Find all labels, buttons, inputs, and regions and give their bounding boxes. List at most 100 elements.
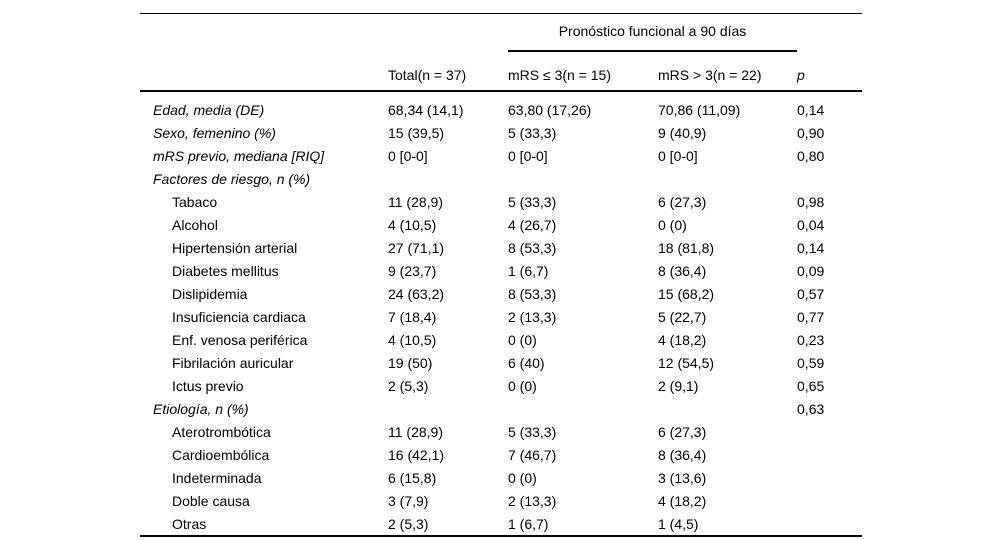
cell-p: 0,57 (797, 285, 825, 302)
cell-mrs-gt3: 15 (68,2) (658, 285, 715, 302)
cell-mrs-gt3: 4 (18,2) (658, 331, 707, 348)
table-row-diabetes: Diabetes mellitus 9 (23,7) 1 (6,7) 8 (36… (140, 259, 862, 282)
cell-total: 11 (28,9) (388, 193, 443, 210)
cell-mrs-gt3: 9 (40,9) (658, 124, 707, 141)
cell-total: 16 (42,1) (388, 446, 445, 463)
spanner-spacer-p (797, 14, 862, 52)
row-label: Diabetes mellitus (172, 262, 279, 279)
column-header-mrs-le3: mRS ≤ 3(n = 15) (508, 67, 611, 83)
cell-total: 3 (7,9) (388, 492, 429, 509)
cell-mrs-gt3: 4 (18,2) (658, 492, 707, 509)
cell-mrs-le3 (508, 167, 658, 190)
column-header-p: p (797, 67, 805, 83)
table-row-factores-riesgo: Factores de riesgo, n (%) (140, 167, 862, 190)
table-row-tabaco: Tabaco 11 (28,9) 5 (33,3) 6 (27,3) 0,98 (140, 190, 862, 213)
table-header: Pronóstico funcional a 90 días Total(n =… (140, 13, 863, 91)
cell-mrs-le3: 2 (13,3) (508, 492, 557, 509)
table-row-enf-venosa: Enf. venosa periférica 4 (10,5) 0 (0) 4 … (140, 328, 862, 351)
spanner-heading: Pronóstico funcional a 90 días (508, 13, 798, 52)
cell-total (388, 167, 508, 190)
cell-p (797, 420, 862, 443)
cell-p (797, 512, 862, 536)
row-label: Dislipidemia (172, 285, 248, 302)
cell-mrs-gt3: 70,86 (11,09) (658, 101, 741, 118)
cell-p: 0,77 (797, 308, 825, 325)
cell-total: 27 (71,1) (388, 239, 445, 256)
cell-p: 0,04 (797, 216, 825, 233)
row-label: Doble causa (172, 492, 250, 509)
prognosis-table: Pronóstico funcional a 90 días Total(n =… (140, 13, 863, 537)
cell-mrs-gt3: 6 (27,3) (658, 423, 707, 440)
cell-total: 24 (63,2) (388, 285, 445, 302)
table-row-sexo: Sexo, femenino (%) 15 (39,5) 5 (33,3) 9 … (140, 121, 862, 144)
cell-mrs-le3: 7 (46,7) (508, 446, 557, 463)
cell-p: 0,14 (797, 239, 825, 256)
table-row-insuficiencia: Insuficiencia cardiaca 7 (18,4) 2 (13,3)… (140, 305, 862, 328)
row-label: Enf. venosa periférica (172, 331, 308, 348)
cell-mrs-le3: 0 (0) (508, 469, 537, 486)
cell-mrs-gt3: 12 (54,5) (658, 354, 715, 371)
cell-p: 0,98 (797, 193, 825, 210)
cell-p: 0,63 (797, 400, 825, 417)
cell-p: 0,23 (797, 331, 825, 348)
row-label: Insuficiencia cardiaca (172, 308, 306, 325)
cell-mrs-le3: 0 [0-0] (508, 147, 548, 164)
spanner-spacer-total (388, 14, 508, 52)
table-row-otras: Otras 2 (5,3) 1 (6,7) 1 (4,5) (140, 512, 862, 536)
table-row-hipertension: Hipertensión arterial 27 (71,1) 8 (53,3)… (140, 236, 862, 259)
table-row-fibrilacion: Fibrilación auricular 19 (50) 6 (40) 12 … (140, 351, 862, 374)
table-row-doble-causa: Doble causa 3 (7,9) 2 (13,3) 4 (18,2) (140, 489, 862, 512)
row-label: Sexo, femenino (%) (153, 124, 276, 141)
row-label: Indeterminada (172, 469, 262, 486)
cell-mrs-gt3: 1 (4,5) (658, 515, 699, 532)
cell-total: 15 (39,5) (388, 124, 445, 141)
column-header-row: Total(n = 37) mRS ≤ 3(n = 15) mRS > 3(n … (140, 51, 863, 91)
cell-total: 6 (15,8) (388, 469, 437, 486)
cell-total: 7 (18,4) (388, 308, 437, 325)
cell-mrs-le3: 1 (6,7) (508, 262, 549, 279)
row-label: Otras (172, 515, 207, 532)
row-label: Alcohol (172, 216, 218, 233)
column-header-total: Total(n = 37) (388, 67, 467, 83)
cell-mrs-le3: 8 (53,3) (508, 239, 557, 256)
prognosis-table-container: Pronóstico funcional a 90 días Total(n =… (140, 13, 863, 537)
table-row-edad: Edad, media (DE) 68,34 (14,1) 63,80 (17,… (140, 91, 862, 121)
cell-p: 0,80 (797, 147, 825, 164)
cell-mrs-le3: 1 (6,7) (508, 515, 549, 532)
cell-mrs-le3: 63,80 (17,26) (508, 101, 592, 118)
cell-total: 4 (10,5) (388, 216, 437, 233)
cell-p: 0,90 (797, 124, 825, 141)
table-row-mrs-previo: mRS previo, mediana [RIQ] 0 [0-0] 0 [0-0… (140, 144, 862, 167)
cell-total: 19 (50) (388, 354, 433, 371)
row-label: Aterotrombótica (172, 423, 271, 440)
spanner-row: Pronóstico funcional a 90 días (140, 13, 862, 52)
cell-p (797, 466, 862, 489)
cell-total: 4 (10,5) (388, 331, 437, 348)
row-label: Factores de riesgo, n (%) (153, 170, 311, 187)
cell-mrs-gt3: 2 (9,1) (658, 377, 699, 394)
cell-mrs-gt3: 5 (22,7) (658, 308, 707, 325)
cell-mrs-le3: 8 (53,3) (508, 285, 557, 302)
cell-p (797, 443, 862, 466)
table-row-alcohol: Alcohol 4 (10,5) 4 (26,7) 0 (0) 0,04 (140, 213, 862, 236)
row-label: Edad, media (DE) (153, 101, 265, 118)
cell-mrs-le3 (508, 397, 658, 420)
cell-mrs-le3: 5 (33,3) (508, 193, 557, 210)
cell-mrs-gt3 (658, 167, 797, 190)
cell-p (797, 167, 862, 190)
table-body: Edad, media (DE) 68,34 (14,1) 63,80 (17,… (140, 91, 862, 536)
row-label: mRS previo, mediana [RIQ] (153, 147, 325, 164)
row-label: Tabaco (172, 193, 218, 210)
column-header-label (140, 51, 388, 91)
cell-mrs-gt3: 0 (0) (658, 216, 687, 233)
row-label: Cardioembólica (172, 446, 270, 463)
cell-mrs-gt3: 8 (36,4) (658, 262, 707, 279)
cell-mrs-le3: 4 (26,7) (508, 216, 557, 233)
table-row-indeterminada: Indeterminada 6 (15,8) 0 (0) 3 (13,6) (140, 466, 862, 489)
cell-mrs-gt3: 0 [0-0] (658, 147, 698, 164)
cell-mrs-gt3: 3 (13,6) (658, 469, 707, 486)
spanner-spacer-label (140, 14, 388, 52)
cell-p (797, 489, 862, 512)
column-header-mrs-gt3: mRS > 3(n = 22) (658, 67, 762, 83)
cell-total: 2 (5,3) (388, 515, 429, 532)
